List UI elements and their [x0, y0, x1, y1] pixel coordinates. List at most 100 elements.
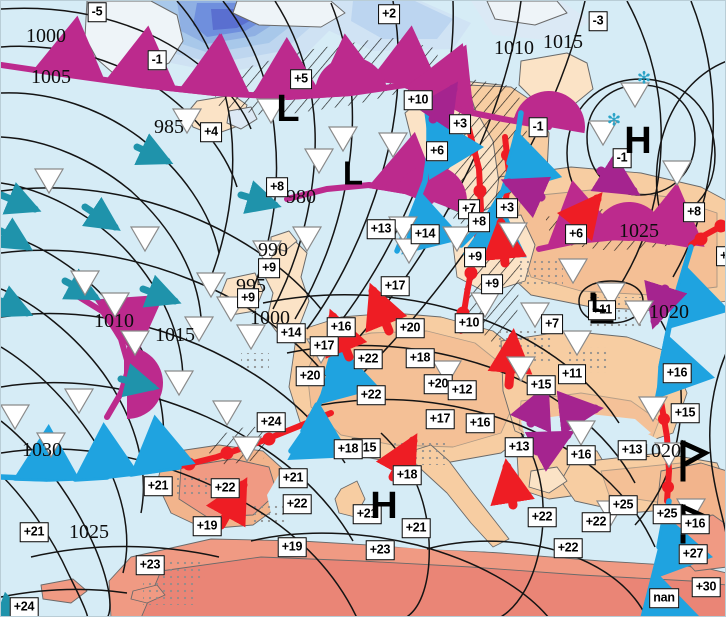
temperature-label-42: +16: [465, 413, 495, 433]
temperature-label-61: +22: [527, 507, 557, 527]
temperature-label-22: +9: [237, 288, 259, 308]
low-pressure-marker: L: [591, 288, 607, 318]
isobar-label-1020-15: 1020: [641, 440, 681, 462]
isobar-label-1015-12: 1015: [543, 31, 583, 53]
isobar-label-1010-11: 1010: [494, 37, 534, 59]
temperature-label-53: +22: [210, 478, 240, 498]
temperature-label-50: +21: [143, 476, 173, 496]
temperature-label-49: +16: [566, 445, 596, 465]
low-pressure-marker: L: [276, 88, 300, 130]
temperature-label-70: nan: [649, 588, 679, 608]
temperature-label-27: +16: [326, 317, 356, 337]
temperature-label-55: +21: [352, 504, 382, 524]
temperature-label-69: +24: [9, 597, 39, 616]
temperature-label-18: +6: [565, 224, 587, 244]
temperature-label-11: +8: [266, 177, 288, 197]
temperature-label-7: +3: [449, 114, 471, 134]
temperature-label-64: +16: [680, 514, 710, 534]
temperature-label-58: +19: [277, 537, 307, 557]
isobar-label-985-2: 985: [154, 116, 184, 138]
temperature-label-52: +18: [392, 465, 422, 485]
temperature-label-23: +17: [380, 276, 410, 296]
high-pressure-marker: H: [624, 120, 652, 162]
temperature-label-54: +22: [282, 494, 312, 514]
temperature-label-39: +15: [526, 375, 556, 395]
temperature-label-16: +13: [366, 219, 396, 239]
temperature-label-21: +9: [716, 246, 725, 266]
temperature-label-35: +20: [423, 374, 453, 394]
temperature-label-37: +11: [558, 364, 586, 384]
temperature-label-10: -1: [612, 148, 632, 168]
isobar-label-1020-14: 1020: [649, 301, 689, 323]
isobar-label-990-4: 990: [258, 239, 288, 261]
isobar-label-1025-13: 1025: [619, 220, 659, 242]
temperature-label-24: +9: [481, 274, 503, 294]
landmass-north-africa: [40, 538, 725, 616]
temperature-label-32: +22: [353, 349, 383, 369]
temperature-label-71: +30: [691, 577, 721, 597]
temperature-label-41: +17: [425, 409, 455, 429]
temperature-label-43: +15: [670, 403, 700, 423]
temperature-label-2: -3: [588, 11, 608, 31]
temperature-label-33: +18: [405, 348, 435, 368]
isobar-label-980-3: 980: [286, 186, 316, 208]
temperature-label-56: +25: [608, 495, 638, 515]
temperature-label-3: -1: [147, 50, 167, 70]
isobar-label-1030-9: 1030: [22, 439, 62, 461]
isobar-label-1000-0: 1000: [26, 25, 66, 47]
isobar-label-1025-10: 1025: [69, 521, 109, 543]
cold-front-atlantic-sw: [1, 414, 196, 482]
temperature-label-67: +23: [135, 555, 165, 575]
temperature-label-1: +2: [378, 4, 400, 24]
temperature-label-4: +5: [290, 69, 312, 89]
temperature-label-31: +17: [309, 336, 339, 356]
temperature-label-51: +21: [278, 468, 308, 488]
temperature-label-26: +14: [276, 323, 306, 343]
temperature-label-8: -1: [528, 117, 548, 137]
temperature-label-14: +3: [496, 198, 518, 218]
temperature-label-60: +23: [365, 540, 395, 560]
snowflake-icon: ✻: [636, 68, 652, 89]
temperature-label-66: +21: [19, 522, 49, 542]
temperature-label-29: +10: [454, 313, 484, 333]
warm-front-russia: [688, 219, 725, 248]
temperature-label-45: +13: [504, 437, 534, 457]
temperature-label-57: +19: [192, 516, 222, 536]
isobar-label-1010-7: 1010: [94, 310, 134, 332]
temperature-label-9: +6: [426, 141, 448, 161]
temperature-label-59: +21: [401, 518, 431, 538]
temperature-label-34: +20: [295, 366, 325, 386]
isobar-label-1000-6: 1000: [250, 307, 290, 329]
temperature-label-13: +8: [468, 212, 490, 232]
wind-arrows-purple: [414, 81, 688, 472]
wind-arrows-red: [205, 191, 603, 530]
temperature-label-68: +27: [678, 544, 708, 564]
temperature-label-20: +9: [464, 247, 486, 267]
temperature-label-38: +22: [356, 385, 386, 405]
temperature-label-36: +12: [447, 380, 477, 400]
snowflake-icon: ✻: [606, 110, 622, 131]
temperature-label-25: +11: [588, 300, 616, 320]
temperature-label-44: +24: [256, 412, 286, 432]
temperature-label-63: +25: [652, 504, 682, 524]
temperature-label-62: +22: [581, 512, 611, 532]
temperature-label-40: +16: [662, 363, 692, 383]
temperature-label-48: +18: [333, 439, 363, 459]
temperature-label-0: -5: [87, 2, 107, 22]
temperature-label-28: +20: [395, 318, 425, 338]
temperature-label-46: +13: [617, 440, 647, 460]
temperature-label-5: +4: [200, 122, 222, 142]
temperature-label-17: +14: [410, 224, 440, 244]
isobar-label-1015-8: 1015: [155, 324, 195, 346]
high-pressure-marker: H: [370, 485, 398, 527]
temperature-label-6: +10: [403, 90, 433, 110]
temperature-label-65: +22: [553, 538, 583, 558]
temperature-label-30: +7: [541, 314, 563, 334]
low-pressure-marker: L: [342, 154, 364, 192]
temperature-label-15: +8: [683, 202, 705, 222]
temperature-label-19: +9: [258, 258, 280, 278]
isobar-label-1005-1: 1005: [31, 66, 71, 88]
